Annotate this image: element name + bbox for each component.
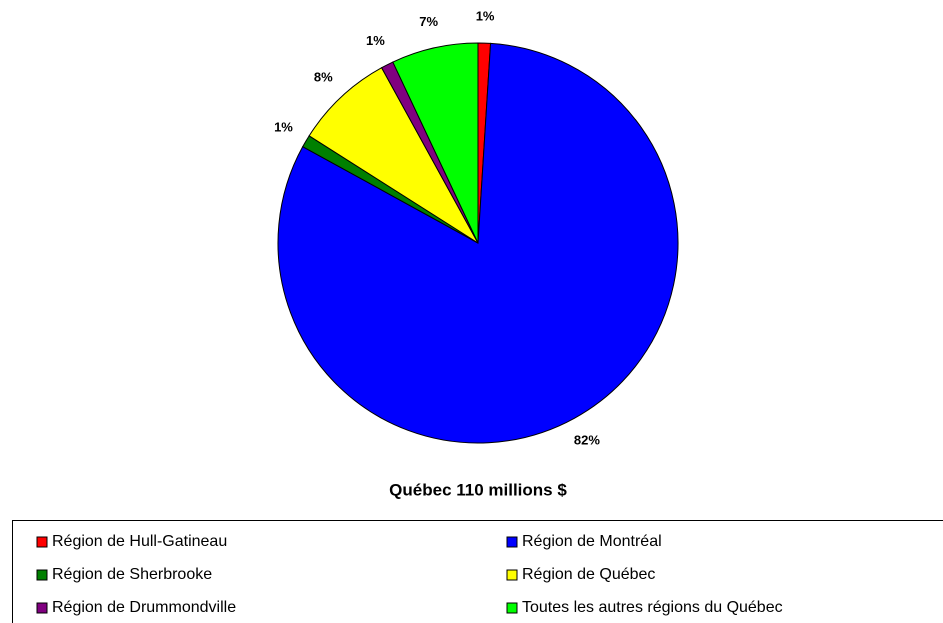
legend-swatch [506, 602, 518, 614]
legend-swatch [36, 602, 48, 614]
pie-slice [308, 67, 479, 244]
pie-slice [392, 42, 479, 244]
legend-swatch [36, 536, 48, 548]
value-label: 1% [366, 33, 385, 48]
value-label: 8% [314, 70, 333, 85]
value-label: 7% [419, 14, 438, 29]
legend-swatch [506, 569, 518, 581]
legend-swatch [506, 536, 518, 548]
legend-label: Région de Hull-Gatineau [52, 533, 227, 550]
legend-label: Région de Québec [522, 566, 655, 583]
value-label: 1% [476, 9, 495, 24]
legend-label: Toutes les autres régions du Québec [522, 599, 783, 616]
legend-box [12, 520, 943, 623]
legend-swatch [36, 569, 48, 581]
pie-slice [277, 42, 679, 444]
value-label: 82% [574, 432, 600, 447]
chart-title: Québec 110 millions $ [389, 480, 567, 499]
legend-label: Région de Montréal [522, 533, 662, 550]
legend-label: Région de Drummondville [52, 599, 236, 616]
legend-label: Région de Sherbrooke [52, 566, 212, 583]
value-label: 1% [274, 119, 293, 134]
